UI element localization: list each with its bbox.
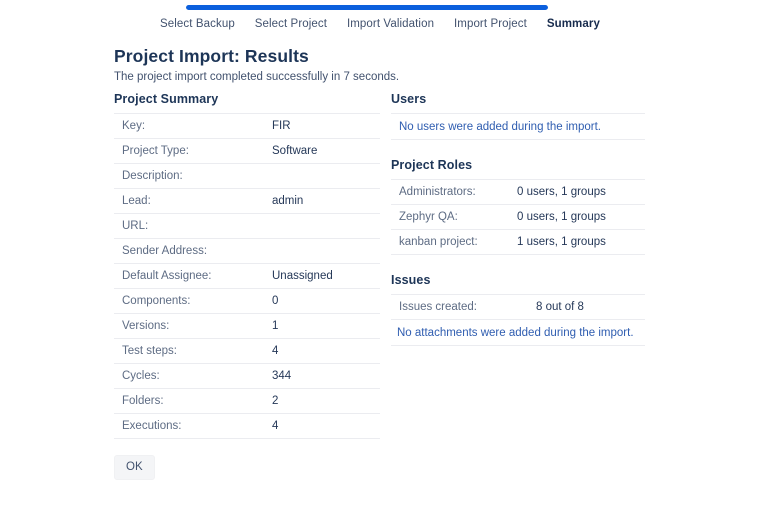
project-roles-table: Administrators: 0 users, 1 groups Zephyr Q…: [391, 179, 645, 255]
issues-heading: Issues: [391, 273, 431, 287]
table-row: Project Type: Software: [114, 139, 380, 164]
stepper-step-0[interactable]: Select Backup: [160, 18, 235, 30]
row-label: Versions:: [122, 320, 170, 332]
stepper-step-2[interactable]: Import Validation: [346, 18, 435, 30]
left-column: Project Summary Key: FIR Project Type: Soft…: [114, 92, 380, 439]
project-summary-heading: Project Summary: [114, 92, 219, 106]
users-table: No users were added during the import.: [391, 113, 645, 140]
row-label: Project Type:: [122, 145, 189, 157]
page-title: Project Import: Results: [114, 46, 309, 66]
row-value: 344: [272, 370, 292, 382]
table-row: Folders: 2: [114, 389, 380, 414]
users-heading: Users: [391, 92, 427, 106]
users-note-row: No users were added during the import.: [391, 114, 645, 140]
row-label: Issues created:: [399, 301, 477, 313]
row-label: Cycles:: [122, 370, 160, 382]
table-row: Sender Address:: [114, 239, 380, 264]
table-row: Executions: 4: [114, 414, 380, 439]
table-row: Default Assignee: Unassigned: [114, 264, 380, 289]
page-subtitle: The project import completed successfull…: [114, 71, 400, 83]
project-roles-heading: Project Roles: [391, 158, 473, 172]
row-label: Zephyr QA:: [399, 211, 458, 223]
row-label: Administrators:: [399, 186, 476, 198]
row-value: admin: [272, 195, 304, 207]
row-value: Unassigned: [272, 270, 333, 282]
table-row: Cycles: 344: [114, 364, 380, 389]
attachments-note-row: No attachments were added during the imp…: [391, 320, 645, 346]
row-label: URL:: [122, 220, 149, 232]
row-label: Description:: [122, 170, 183, 182]
row-label: Sender Address:: [122, 245, 208, 257]
table-row: Description:: [114, 164, 380, 189]
row-value: 1: [272, 320, 279, 332]
row-value: 4: [272, 420, 279, 432]
row-label: Default Assignee:: [122, 270, 212, 282]
table-row: Components: 0: [114, 289, 380, 314]
row-label: Test steps:: [122, 345, 177, 357]
row-value: 2: [272, 395, 279, 407]
row-value: 4: [272, 345, 279, 357]
row-label: Lead:: [122, 195, 151, 207]
row-value: 1 users, 1 groups: [517, 236, 606, 248]
row-value: 8 out of 8: [536, 301, 584, 313]
progress-bar-track: [186, 5, 548, 10]
table-row: Versions: 1: [114, 314, 380, 339]
row-value: 0 users, 1 groups: [517, 211, 606, 223]
table-row: URL:: [114, 214, 380, 239]
table-row: Zephyr QA: 0 users, 1 groups: [391, 205, 645, 230]
progress-bar-fill: [186, 5, 548, 10]
table-row: Lead: admin: [114, 189, 380, 214]
table-row: Issues created: 8 out of 8: [391, 295, 645, 320]
attachments-note: No attachments were added during the imp…: [397, 326, 634, 339]
stepper-step-list: Select Backup Select Project Import Valida…: [160, 18, 600, 30]
row-label: Components:: [122, 295, 191, 307]
row-value: FIR: [272, 120, 291, 132]
project-summary-table: Key: FIR Project Type: Software Description:…: [114, 113, 380, 439]
ok-button[interactable]: OK: [114, 455, 155, 480]
issues-table: Issues created: 8 out of 8 No attachments …: [391, 294, 645, 346]
row-label: Executions:: [122, 420, 182, 432]
row-value: 0 users, 1 groups: [517, 186, 606, 198]
stepper-step-3[interactable]: Import Project: [453, 18, 527, 30]
stepper-step-4[interactable]: Summary: [546, 18, 600, 30]
users-note: No users were added during the import.: [399, 120, 601, 133]
right-column: Users No users were added during the imp…: [391, 92, 645, 346]
row-label: Folders:: [122, 395, 164, 407]
row-value: Software: [272, 145, 318, 157]
row-value: 0: [272, 295, 279, 307]
table-row: kanban project: 1 users, 1 groups: [391, 230, 645, 255]
table-row: Test steps: 4: [114, 339, 380, 364]
row-label: Key:: [122, 120, 146, 132]
table-row: Key: FIR: [114, 114, 380, 139]
stepper-step-1[interactable]: Select Project: [254, 18, 328, 30]
table-row: Administrators: 0 users, 1 groups: [391, 180, 645, 205]
row-label: kanban project:: [399, 236, 478, 248]
